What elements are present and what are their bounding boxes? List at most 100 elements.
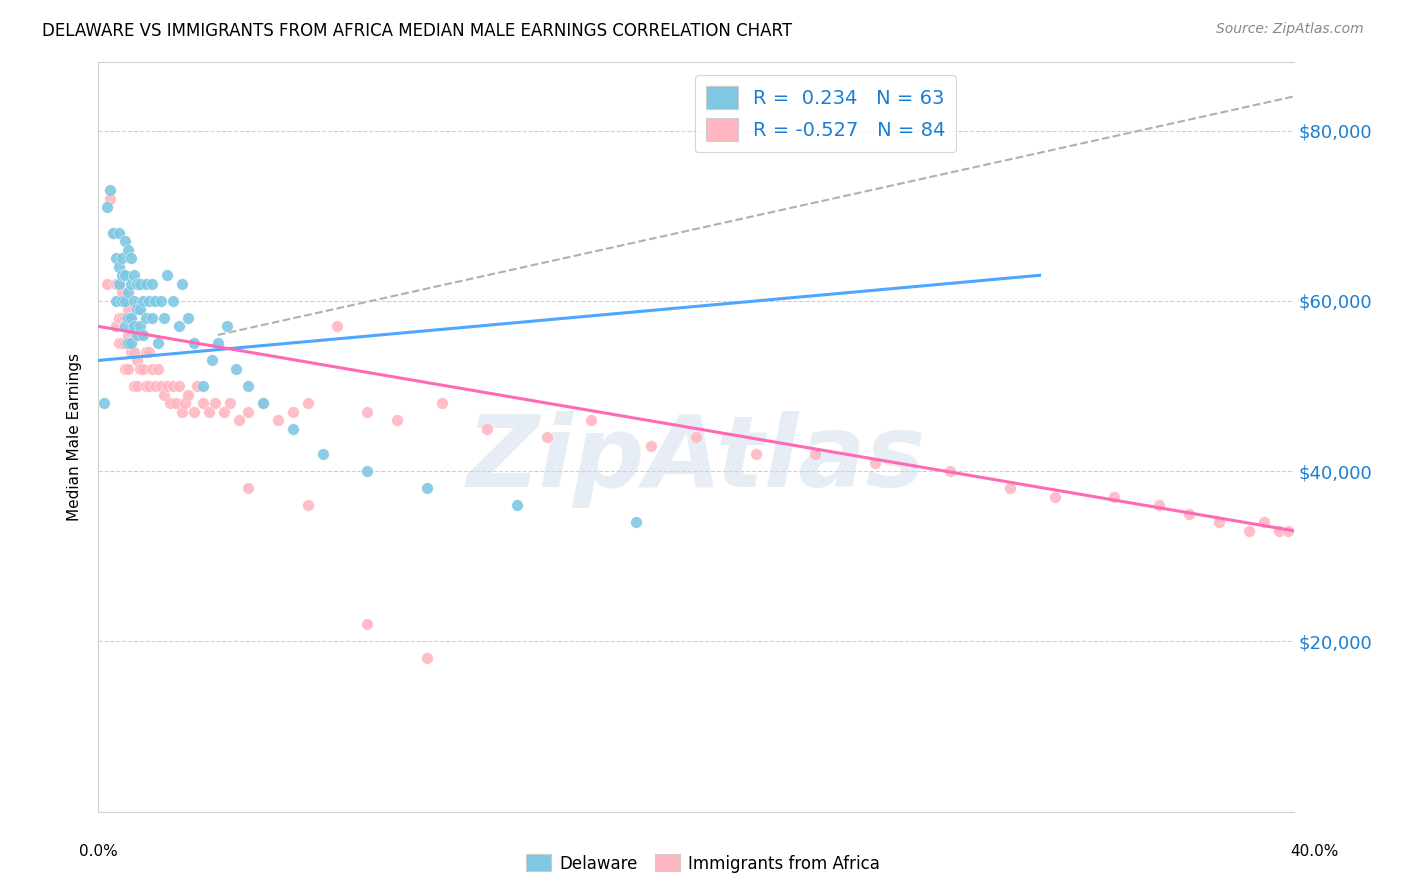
- Point: [685, 430, 707, 444]
- Point: [159, 396, 181, 410]
- Point: [1147, 498, 1170, 512]
- Point: [117, 310, 139, 325]
- Point: [117, 243, 139, 257]
- Point: [162, 293, 184, 308]
- Point: [114, 293, 136, 308]
- Point: [281, 421, 304, 435]
- Point: [127, 277, 149, 291]
- Point: [236, 481, 259, 495]
- Point: [1267, 524, 1289, 538]
- Point: [356, 404, 378, 418]
- Point: [141, 310, 163, 325]
- Point: [174, 396, 197, 410]
- Point: [93, 396, 115, 410]
- Point: [135, 310, 157, 325]
- Point: [167, 379, 190, 393]
- Point: [129, 319, 152, 334]
- Text: DELAWARE VS IMMIGRANTS FROM AFRICA MEDIAN MALE EARNINGS CORRELATION CHART: DELAWARE VS IMMIGRANTS FROM AFRICA MEDIA…: [42, 22, 793, 40]
- Point: [153, 387, 176, 401]
- Point: [1178, 507, 1201, 521]
- Point: [143, 293, 166, 308]
- Point: [177, 310, 200, 325]
- Point: [385, 413, 409, 427]
- Point: [225, 362, 247, 376]
- Point: [506, 498, 529, 512]
- Point: [120, 336, 142, 351]
- Point: [138, 379, 160, 393]
- Point: [98, 192, 122, 206]
- Point: [111, 285, 134, 300]
- Text: ZipAtlas: ZipAtlas: [467, 411, 925, 508]
- Point: [201, 353, 224, 368]
- Point: [96, 277, 118, 291]
- Point: [236, 404, 259, 418]
- Point: [135, 277, 157, 291]
- Point: [108, 260, 131, 274]
- Point: [105, 319, 128, 334]
- Point: [129, 277, 152, 291]
- Point: [215, 319, 238, 334]
- Point: [117, 327, 139, 342]
- Point: [114, 268, 136, 283]
- Point: [212, 404, 235, 418]
- Point: [132, 293, 155, 308]
- Point: [297, 498, 319, 512]
- Point: [105, 277, 128, 291]
- Point: [1277, 524, 1299, 538]
- Text: 0.0%: 0.0%: [79, 845, 118, 859]
- Point: [114, 234, 136, 248]
- Point: [114, 310, 136, 325]
- Point: [252, 396, 274, 410]
- Point: [998, 481, 1021, 495]
- Point: [172, 277, 194, 291]
- Point: [111, 293, 134, 308]
- Point: [177, 387, 200, 401]
- Point: [1253, 515, 1275, 529]
- Point: [114, 336, 136, 351]
- Point: [150, 379, 173, 393]
- Point: [117, 336, 139, 351]
- Point: [124, 345, 146, 359]
- Point: [117, 302, 139, 317]
- Point: [114, 362, 136, 376]
- Point: [252, 396, 274, 410]
- Point: [430, 396, 453, 410]
- Point: [138, 293, 160, 308]
- Point: [186, 379, 208, 393]
- Point: [129, 302, 152, 317]
- Point: [98, 183, 122, 197]
- Point: [141, 362, 163, 376]
- Y-axis label: Median Male Earnings: Median Male Earnings: [67, 353, 83, 521]
- Point: [120, 345, 142, 359]
- Legend: R =  0.234   N = 63, R = -0.527   N = 84: R = 0.234 N = 63, R = -0.527 N = 84: [695, 75, 956, 153]
- Point: [475, 421, 498, 435]
- Point: [127, 327, 149, 342]
- Point: [129, 362, 152, 376]
- Point: [148, 362, 170, 376]
- Point: [127, 353, 149, 368]
- Point: [1104, 490, 1126, 504]
- Point: [165, 396, 187, 410]
- Point: [103, 226, 125, 240]
- Point: [111, 252, 134, 266]
- Point: [108, 277, 131, 291]
- Point: [153, 310, 176, 325]
- Point: [105, 252, 128, 266]
- Point: [129, 327, 152, 342]
- Point: [132, 362, 155, 376]
- Point: [108, 310, 131, 325]
- Point: [198, 404, 221, 418]
- Point: [207, 336, 229, 351]
- Point: [120, 277, 142, 291]
- Legend: Delaware, Immigrants from Africa: Delaware, Immigrants from Africa: [520, 847, 886, 880]
- Point: [96, 200, 118, 214]
- Point: [804, 447, 827, 461]
- Point: [939, 464, 962, 478]
- Point: [156, 268, 179, 283]
- Point: [865, 456, 887, 470]
- Point: [138, 345, 160, 359]
- Point: [148, 336, 170, 351]
- Point: [311, 447, 333, 461]
- Point: [626, 515, 648, 529]
- Point: [167, 319, 190, 334]
